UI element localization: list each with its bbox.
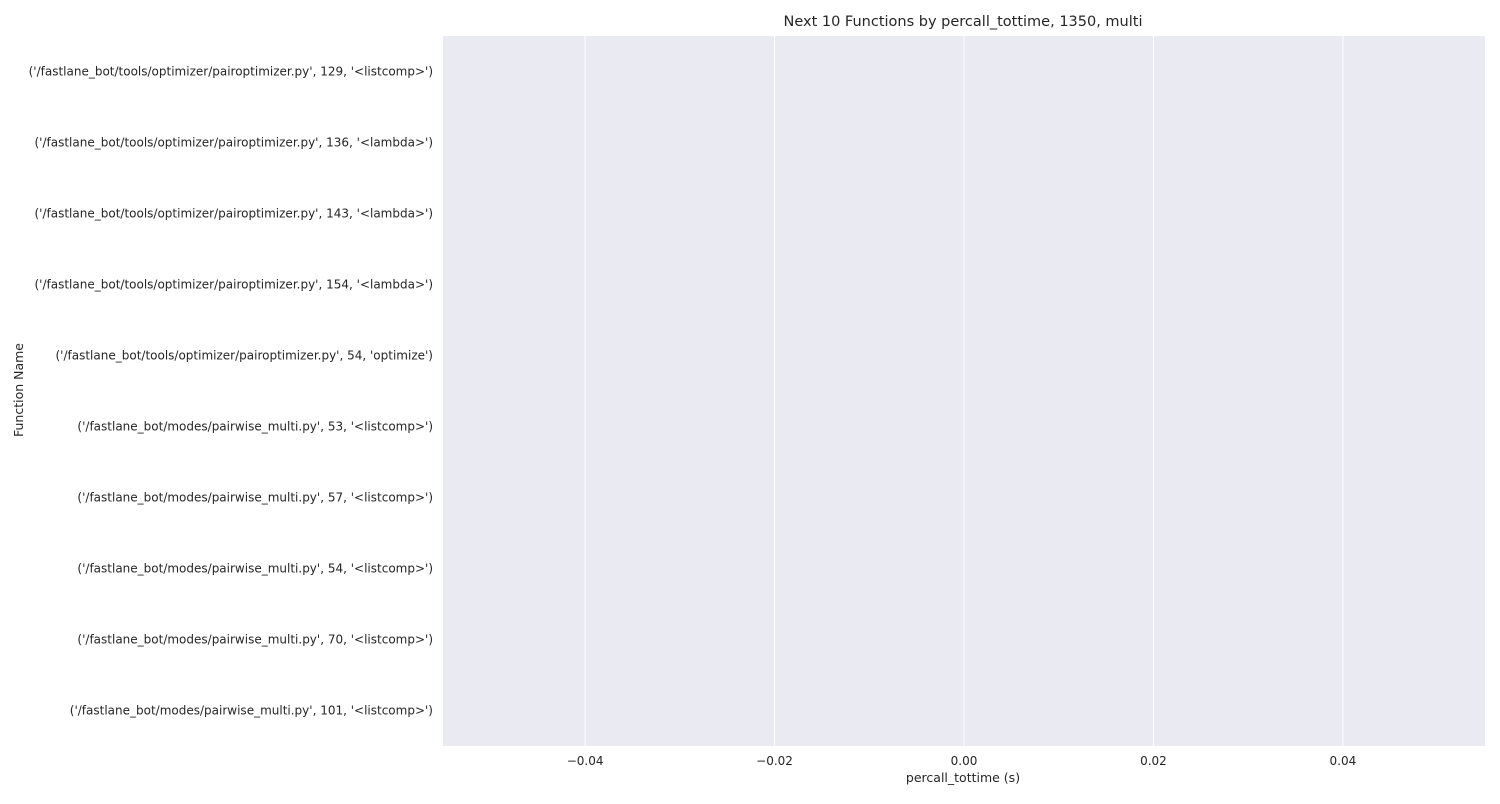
chart-title: Next 10 Functions by percall_tottime, 13… xyxy=(783,14,1142,30)
x-tick-label: −0.02 xyxy=(756,754,793,768)
y-tick-label: ('/fastlane_bot/modes/pairwise_multi.py'… xyxy=(70,704,433,718)
y-tick-label: ('/fastlane_bot/tools/optimizer/pairopti… xyxy=(56,349,434,363)
grid-lines xyxy=(584,36,1344,746)
x-axis-label: percall_tottime (s) xyxy=(906,770,1020,785)
x-tick-label: 0.02 xyxy=(1140,754,1167,768)
y-tick-label: ('/fastlane_bot/modes/pairwise_multi.py'… xyxy=(77,491,433,505)
y-tick-label: ('/fastlane_bot/modes/pairwise_multi.py'… xyxy=(77,420,433,434)
y-tick-label: ('/fastlane_bot/modes/pairwise_multi.py'… xyxy=(77,562,433,576)
y-tick-label: ('/fastlane_bot/tools/optimizer/pairopti… xyxy=(35,278,434,292)
x-tick-label: 0.04 xyxy=(1330,754,1357,768)
y-tick-label: ('/fastlane_bot/tools/optimizer/pairopti… xyxy=(35,207,434,221)
y-tick-label: ('/fastlane_bot/tools/optimizer/pairopti… xyxy=(35,136,434,150)
y-axis-label: Function Name xyxy=(11,343,26,437)
y-tick-labels: ('/fastlane_bot/tools/optimizer/pairopti… xyxy=(29,65,433,718)
y-tick-label: ('/fastlane_bot/tools/optimizer/pairopti… xyxy=(29,65,433,79)
x-tick-label: −0.04 xyxy=(567,754,604,768)
y-tick-label: ('/fastlane_bot/modes/pairwise_multi.py'… xyxy=(77,633,433,647)
x-tick-label: 0.00 xyxy=(951,754,978,768)
x-tick-labels: −0.04 −0.02 0.00 0.02 0.04 xyxy=(567,754,1357,768)
